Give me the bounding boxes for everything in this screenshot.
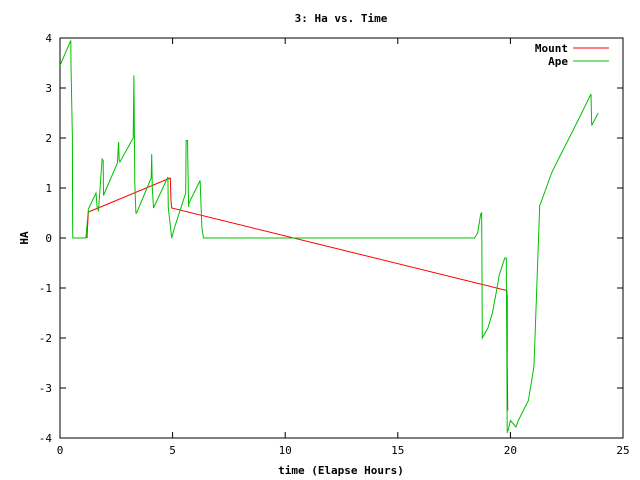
x-tick-label: 15 <box>391 444 404 457</box>
legend: Mount Ape <box>535 42 609 68</box>
x-tick-label: 10 <box>279 444 292 457</box>
x-axis-label: time (Elapse Hours) <box>278 464 404 477</box>
y-tick-label: -4 <box>39 432 53 445</box>
y-tick-label: -2 <box>39 332 52 345</box>
series-line-mount <box>86 177 509 411</box>
y-tick-label: -1 <box>39 282 52 295</box>
ticks-layer: 0 5 10 15 20 25 -4 -3 -2 -1 0 1 2 3 4 <box>39 32 630 457</box>
x-tick-label: 5 <box>169 444 176 457</box>
x-tick-label: 20 <box>504 444 517 457</box>
legend-label-mount: Mount <box>535 42 568 55</box>
series-layer <box>59 40 599 434</box>
y-tick-label: 0 <box>45 232 52 245</box>
x-tick-label: 0 <box>57 444 64 457</box>
y-tick-label: 4 <box>45 32 52 45</box>
y-tick-label: -3 <box>39 382 52 395</box>
chart-title: 3: Ha vs. Time <box>295 12 388 25</box>
legend-label-ape: Ape <box>548 55 568 68</box>
series-line-ape <box>59 40 599 434</box>
y-tick-label: 1 <box>45 182 52 195</box>
x-tick-label: 25 <box>616 444 629 457</box>
y-axis-label: HA <box>18 231 31 245</box>
y-tick-label: 3 <box>45 82 52 95</box>
y-tick-label: 2 <box>45 132 52 145</box>
